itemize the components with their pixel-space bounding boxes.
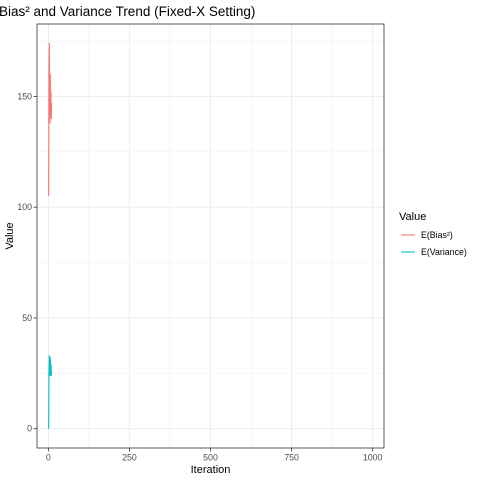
legend: Value E(Bias²) E(Variance) [399, 211, 467, 257]
y-axis-tick-label: 100 [17, 202, 32, 212]
y-axis-tick-label: 0 [27, 424, 32, 434]
x-axis-tick-label: 500 [203, 453, 218, 463]
y-axis: 0 50 100 150 [17, 91, 37, 434]
x-axis: 0 250 500 750 1000 [46, 448, 383, 463]
x-axis-tick-label: 750 [284, 453, 299, 463]
x-axis-title: Iteration [191, 464, 231, 476]
y-axis-title: Value [4, 222, 16, 249]
legend-title: Value [399, 211, 426, 223]
x-axis-tick-label: 0 [46, 453, 51, 463]
series-line-variance [48, 355, 53, 429]
legend-label-variance: E(Variance) [421, 247, 467, 257]
x-axis-tick-label: 250 [122, 453, 137, 463]
plot-area [36, 23, 385, 449]
series-lines [48, 42, 53, 429]
chart-title: Bias² and Variance Trend (Fixed-X Settin… [0, 4, 255, 19]
series-line-bias [48, 42, 53, 197]
x-axis-tick-label: 1000 [363, 453, 383, 463]
grid-major [37, 24, 384, 448]
legend-items: E(Bias²) E(Variance) [401, 230, 467, 257]
legend-label-bias: E(Bias²) [421, 230, 453, 240]
y-axis-tick-label: 50 [22, 313, 32, 323]
y-axis-tick-label: 150 [17, 91, 32, 101]
